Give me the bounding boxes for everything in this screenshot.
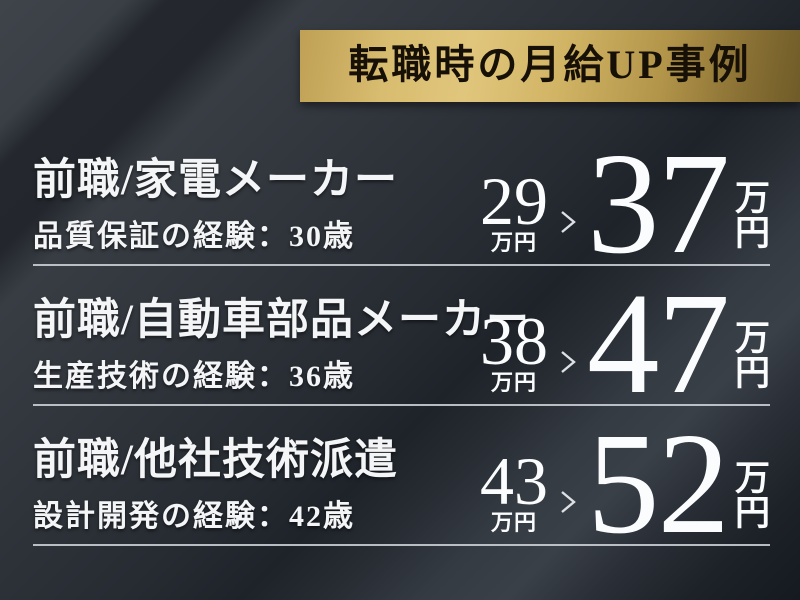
case-row-2: 前職/自動車部品メーカー 生産技術の経験：36歳 38 万円 47 万 円 <box>33 264 770 425</box>
row-divider <box>33 404 770 406</box>
right-chevron-icon <box>561 491 576 513</box>
salary-comparison: 29 万円 37 万 円 <box>479 124 770 285</box>
unit-en: 円 <box>734 354 770 394</box>
salary-after-unit: 万 円 <box>734 318 770 394</box>
case-row-3: 前職/他社技術派遣 設計開発の経験：42歳 43 万円 52 万 円 <box>33 404 770 565</box>
case-row-1: 前職/家電メーカー 品質保証の経験：30歳 29 万円 37 万 円 <box>33 124 770 285</box>
previous-job-title: 前職/自動車部品メーカー <box>33 297 530 344</box>
right-chevron-icon <box>561 351 576 373</box>
salary-before-value: 29 <box>479 162 548 239</box>
salary-before: 38 万円 <box>479 302 548 395</box>
header-band: 転職時の月給UP事例 <box>300 30 800 102</box>
salary-after-value: 52 <box>586 404 730 565</box>
salary-before: 29 万円 <box>479 162 548 255</box>
unit-en: 円 <box>734 494 770 534</box>
salary-after: 47 万 円 <box>586 264 770 425</box>
right-chevron-icon <box>561 211 576 233</box>
salary-after-unit: 万 円 <box>734 178 770 254</box>
salary-after-value: 37 <box>586 124 730 285</box>
unit-man: 万 <box>734 318 770 358</box>
experience-age-label: 生産技術の経験：36歳 <box>33 360 355 394</box>
salary-before-unit: 万円 <box>490 370 537 395</box>
previous-job-title: 前職/他社技術派遣 <box>33 437 398 484</box>
salary-comparison: 38 万円 47 万 円 <box>479 264 770 425</box>
previous-job-title: 前職/家電メーカー <box>33 157 398 204</box>
salary-before-unit: 万円 <box>490 230 537 255</box>
salary-after-value: 47 <box>586 264 730 425</box>
salary-before-value: 43 <box>479 442 548 519</box>
unit-en: 円 <box>734 214 770 254</box>
salary-after: 52 万 円 <box>586 404 770 565</box>
experience-age-label: 品質保証の経験：30歳 <box>33 220 355 254</box>
salary-comparison: 43 万円 52 万 円 <box>479 404 770 565</box>
case-text: 前職/他社技術派遣 設計開発の経験：42歳 <box>33 428 398 535</box>
salary-after-unit: 万 円 <box>734 458 770 534</box>
salary-before-unit: 万円 <box>490 510 537 535</box>
unit-man: 万 <box>734 458 770 498</box>
case-text: 前職/家電メーカー 品質保証の経験：30歳 <box>33 148 398 255</box>
experience-age-label: 設計開発の経験：42歳 <box>33 500 355 534</box>
row-divider <box>33 264 770 266</box>
case-text: 前職/自動車部品メーカー 生産技術の経験：36歳 <box>33 288 530 395</box>
salary-before: 43 万円 <box>479 442 548 535</box>
salary-after: 37 万 円 <box>586 124 770 285</box>
salary-before-value: 38 <box>479 302 548 379</box>
page-title: 転職時の月給UP事例 <box>348 42 752 87</box>
row-divider <box>33 544 770 546</box>
unit-man: 万 <box>734 178 770 218</box>
